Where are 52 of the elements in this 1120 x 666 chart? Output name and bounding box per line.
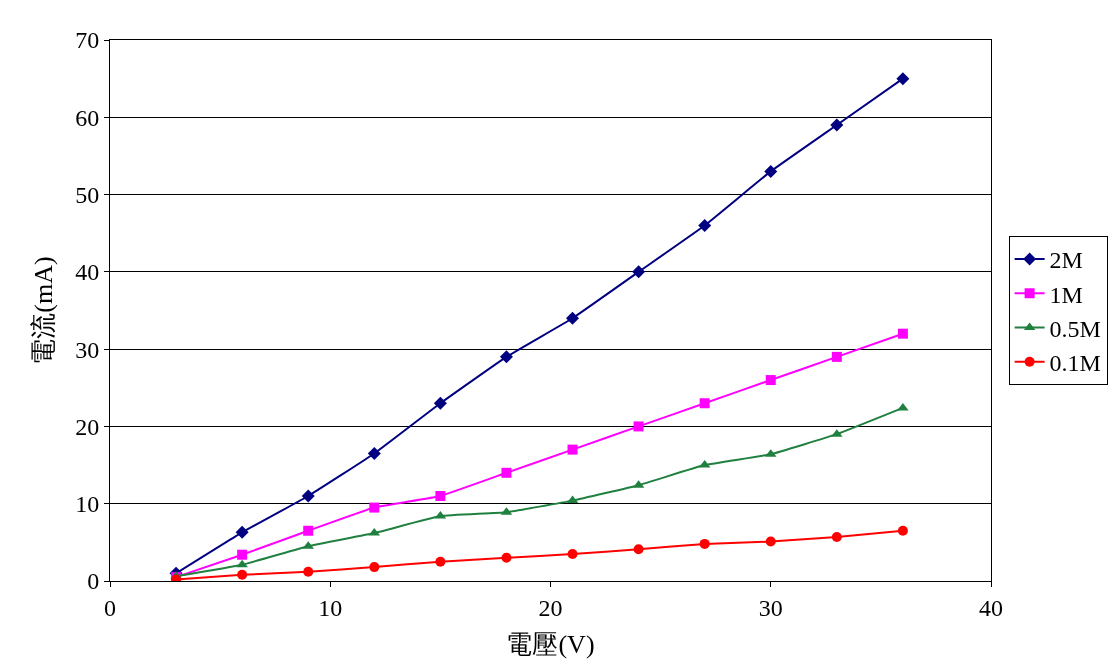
legend-label: 0.5M [1049, 315, 1101, 342]
point [831, 351, 842, 362]
point [632, 265, 646, 279]
point [499, 350, 513, 364]
y-tick-label: 50 [75, 181, 100, 208]
point [830, 118, 844, 132]
point [301, 489, 315, 503]
point [303, 525, 314, 536]
point [367, 446, 381, 460]
y-tick-label: 10 [75, 491, 100, 518]
y-tick-label: 40 [75, 259, 100, 286]
legend-label: 2M [1049, 247, 1083, 274]
point [633, 544, 644, 555]
x-tick-label: 10 [318, 594, 343, 621]
y-axis-title: 電流(mA) [28, 256, 58, 365]
point [567, 444, 578, 455]
point [435, 556, 446, 567]
point [897, 328, 908, 339]
point [435, 490, 446, 501]
point [566, 311, 580, 325]
point [235, 525, 249, 539]
point [303, 566, 314, 577]
point [567, 548, 578, 559]
point [764, 164, 778, 178]
legend-label: 1M [1049, 281, 1083, 308]
legend-label: 0.1M [1049, 350, 1101, 377]
point [236, 559, 248, 568]
y-tick-label: 30 [75, 336, 100, 363]
point [699, 538, 710, 549]
point [896, 72, 910, 86]
y-tick-label: 0 [87, 568, 100, 595]
point [369, 502, 380, 513]
point [237, 549, 248, 560]
point [897, 525, 908, 536]
point [369, 562, 380, 573]
point [633, 421, 644, 432]
x-axis-title: 電壓(V) [506, 630, 595, 660]
x-tick-label: 30 [758, 594, 783, 621]
point [699, 398, 710, 409]
point [501, 552, 512, 563]
point [237, 569, 248, 580]
point [765, 536, 776, 547]
y-tick-label: 60 [75, 104, 100, 131]
point [765, 375, 776, 386]
point [433, 396, 447, 410]
x-tick-label: 20 [538, 594, 563, 621]
point [831, 531, 842, 542]
y-tick-label: 70 [75, 27, 100, 54]
point [501, 467, 512, 478]
x-tick-label: 40 [979, 594, 1003, 621]
y-tick-label: 20 [75, 413, 100, 440]
point [698, 218, 712, 232]
